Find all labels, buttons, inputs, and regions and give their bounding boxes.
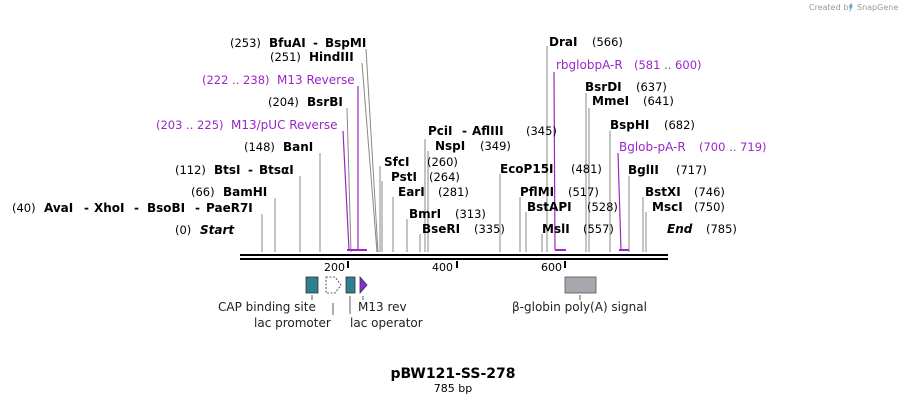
site-position: (313) xyxy=(455,207,486,221)
primer-connectors xyxy=(342,71,622,251)
enzyme-label: DraI xyxy=(549,35,577,49)
site-position: (345) xyxy=(526,124,557,138)
svg-text:-: - xyxy=(134,201,139,215)
plasmid-length: 785 bp xyxy=(434,382,472,395)
ruler-tick-label: 200 xyxy=(324,261,345,274)
enzyme-label: BspHI xyxy=(610,118,649,132)
snapgene-logo-icon xyxy=(849,3,853,9)
enzyme-label: BsoBI xyxy=(147,201,185,215)
primer-label: Bglob-pA-R xyxy=(619,140,686,154)
svg-text:-: - xyxy=(462,124,467,138)
site-position: (148) xyxy=(244,140,275,154)
enzyme-label: PaeR7I xyxy=(206,201,253,215)
enzyme-label: BtsαI xyxy=(259,163,294,177)
enzyme-label: BsrBI xyxy=(307,95,343,109)
primer-range: (581 .. 600) xyxy=(634,58,702,72)
enzyme-label: AflIII xyxy=(472,124,504,138)
enzyme-label: BstAPI xyxy=(527,200,572,214)
site-position: (750) xyxy=(694,200,725,214)
primer-label: M13/pUC Reverse xyxy=(231,118,338,132)
site-position: (746) xyxy=(694,185,725,199)
site-position: (335) xyxy=(474,222,505,236)
enzyme-label: MscI xyxy=(652,200,683,214)
enzyme-label: XhoI xyxy=(94,201,125,215)
primer-range: (203 .. 225) xyxy=(156,118,224,132)
enzyme-label: AvaI xyxy=(44,201,73,215)
feature-label-lac-operator: lac operator xyxy=(350,316,423,330)
enzyme-label: MmeI xyxy=(592,94,629,108)
site-position: (528) xyxy=(587,200,618,214)
credit-prefix: Created by xyxy=(809,3,853,12)
ruler-tick-label: 400 xyxy=(432,261,453,274)
site-position: (566) xyxy=(592,35,623,49)
enzyme-label: BanI xyxy=(283,140,313,154)
site-position: (260) xyxy=(427,155,458,169)
start-position: (0) xyxy=(175,223,191,237)
site-position: (682) xyxy=(664,118,695,132)
enzyme-label: MslI xyxy=(542,222,570,236)
end-position: (785) xyxy=(706,222,737,236)
enzyme-label: EcoP15I xyxy=(500,162,554,176)
start-label: Start xyxy=(200,223,235,237)
cap-binding-site-feature xyxy=(305,276,319,294)
enzyme-label: BspMI xyxy=(325,36,366,50)
end-label: End xyxy=(667,222,693,236)
enzyme-label: PflMI xyxy=(520,185,554,199)
site-position: (349) xyxy=(480,139,511,153)
site-position: (557) xyxy=(583,222,614,236)
credit-brand: SnapGene xyxy=(857,3,898,12)
primer-range: (700 .. 719) xyxy=(699,140,767,154)
svg-text:-: - xyxy=(195,201,200,215)
lac-promoter-feature xyxy=(325,276,342,294)
site-position: (517) xyxy=(568,185,599,199)
svg-text:-: - xyxy=(248,163,253,177)
site-position: (112) xyxy=(175,163,206,177)
enzyme-label: BtsI xyxy=(214,163,241,177)
enzyme-label: BstXI xyxy=(645,185,681,199)
site-position: (717) xyxy=(676,163,707,177)
site-position: (253) xyxy=(230,36,261,50)
site-connectors xyxy=(261,46,647,253)
enzyme-label: SfcI xyxy=(384,155,409,169)
site-position: (264) xyxy=(429,170,460,184)
primer-label: M13 Reverse xyxy=(277,73,355,87)
plasmid-title: pBW121-SS-278 xyxy=(391,366,516,382)
m13-rev-feature xyxy=(359,275,368,295)
beta-globin-polya-feature xyxy=(564,276,597,294)
enzyme-label: BamHI xyxy=(223,185,267,199)
site-position: (204) xyxy=(268,95,299,109)
enzyme-label: HindIII xyxy=(309,50,354,64)
enzyme-label: PciI xyxy=(428,124,453,138)
feature-label-lac-promoter: lac promoter xyxy=(254,316,331,330)
feature-label-cap: CAP binding site xyxy=(218,300,316,314)
enzyme-label: NspI xyxy=(435,139,465,153)
lac-operator-feature xyxy=(345,276,356,294)
site-position: (641) xyxy=(643,94,674,108)
enzyme-label: BfuAI xyxy=(269,36,306,50)
enzyme-label: BsrDI xyxy=(585,80,622,94)
primer-label: rbglobpA-R xyxy=(556,58,623,72)
site-position: (251) xyxy=(270,50,301,64)
enzyme-label: BmrI xyxy=(409,207,441,221)
svg-text:-: - xyxy=(84,201,89,215)
enzyme-label: PstI xyxy=(391,170,417,184)
feature-label-m13-rev: M13 rev xyxy=(358,300,407,314)
site-labels: (253) BfuAI - BspMI (251) HindIII (222 .… xyxy=(12,35,767,237)
site-position: (481) xyxy=(571,162,602,176)
primer-range: (222 .. 238) xyxy=(202,73,270,87)
site-position: (66) xyxy=(191,185,215,199)
enzyme-label: BglII xyxy=(628,163,659,177)
svg-text:-: - xyxy=(313,36,318,50)
enzyme-label: BseRI xyxy=(422,222,460,236)
ruler-tick-label: 600 xyxy=(541,261,562,274)
ruler: 200 400 600 xyxy=(324,261,566,274)
site-position: (637) xyxy=(636,80,667,94)
site-position: (281) xyxy=(438,185,469,199)
dna-backbone xyxy=(240,254,668,260)
site-position: (40) xyxy=(12,201,36,215)
enzyme-label: EarI xyxy=(398,185,425,199)
features: CAP binding site lac promoter lac operat… xyxy=(218,275,647,330)
feature-label-beta-globin: β-globin poly(A) signal xyxy=(512,300,647,314)
